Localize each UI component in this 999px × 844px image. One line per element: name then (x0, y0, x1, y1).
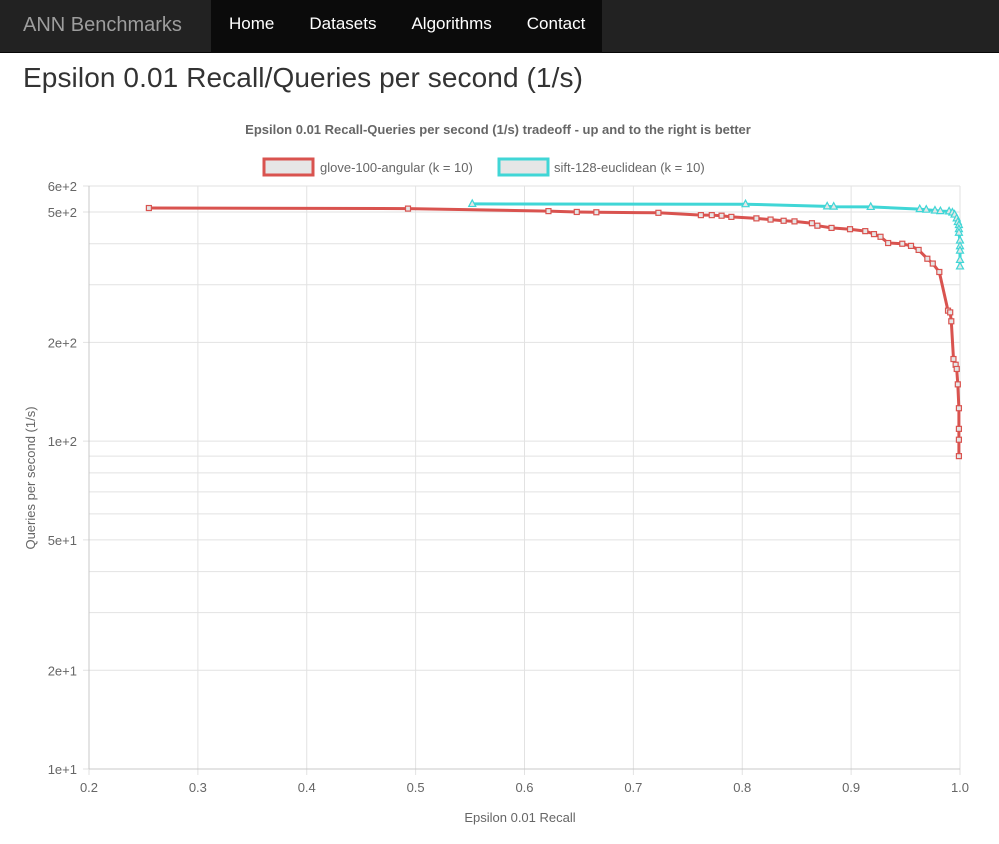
data-point (907, 242, 915, 249)
series-line (148, 206, 961, 457)
data-point (593, 209, 600, 216)
data-point (955, 405, 963, 412)
nav-item-contact[interactable]: Contact (526, 14, 586, 33)
y-tick-label: 1e+2 (48, 434, 77, 449)
chart-title: Epsilon 0.01 Recall-Queries per second (… (245, 122, 751, 137)
data-point (870, 231, 878, 238)
x-tick-label: 0.6 (515, 780, 533, 795)
data-point (829, 201, 839, 210)
legend-label-glove: glove-100-angular (k = 10) (320, 160, 473, 175)
data-point (930, 205, 940, 214)
data-point (866, 201, 876, 211)
data-point (921, 204, 931, 213)
data-point (573, 208, 580, 216)
data-point (947, 309, 954, 316)
series-layer (145, 198, 965, 460)
y-tick-label: 5e+2 (48, 205, 77, 220)
data-point (954, 227, 964, 236)
navbar: ANN Benchmarks Home Datasets Algorithms … (0, 0, 999, 53)
data-point (955, 261, 965, 270)
data-point (814, 222, 821, 229)
page-title: Epsilon 0.01 Recall/Queries per second (… (23, 62, 583, 94)
data-point (753, 215, 760, 222)
nav-item-home[interactable]: Home (229, 14, 275, 33)
data-point (955, 436, 963, 443)
data-point (955, 245, 965, 254)
y-tick-label: 5e+1 (48, 533, 77, 548)
y-tick-label: 6e+2 (48, 179, 77, 194)
series-1 (467, 198, 965, 270)
data-point (929, 260, 936, 267)
data-point (953, 365, 960, 373)
x-tick-label: 0.8 (733, 780, 751, 795)
data-point (791, 218, 798, 225)
y-tick-label: 2e+1 (48, 663, 77, 678)
data-point (948, 318, 955, 325)
legend-item-glove[interactable]: glove-100-angular (k = 10) (262, 157, 473, 177)
legend-swatch-sift (497, 157, 550, 177)
data-point (822, 201, 832, 210)
x-tick-label: 0.3 (189, 780, 207, 795)
series-0 (145, 204, 963, 460)
x-tick-label: 0.2 (80, 780, 98, 795)
nav-item-datasets[interactable]: Datasets (309, 14, 377, 33)
axes: 0.2 0.3 0.4 0.5 0.6 0.7 0.8 0.9 1.0 1e+1 2e+1 5e+1 1… (48, 179, 969, 795)
data-point (467, 198, 477, 208)
data-point (936, 268, 943, 276)
x-tick-label: 0.7 (624, 780, 642, 795)
data-point (950, 355, 957, 363)
data-point (954, 381, 961, 388)
data-point (780, 217, 787, 224)
y-tick-label: 2e+2 (48, 335, 77, 350)
x-tick-label: 0.9 (842, 780, 860, 795)
legend: glove-100-angular (k = 10) sift-128-eucl… (262, 157, 705, 177)
data-point (877, 233, 884, 240)
x-axis-label: Epsilon 0.01 Recall (464, 810, 575, 825)
data-point (545, 208, 552, 215)
data-point (955, 453, 963, 460)
data-point (728, 213, 735, 220)
data-point (935, 205, 945, 215)
nav-item-algorithms[interactable]: Algorithms (411, 14, 492, 33)
data-point (808, 220, 816, 227)
page-title-text: Epsilon 0.01 Recall/Queries per second (… (23, 62, 584, 93)
y-tick-label: 1e+1 (48, 762, 77, 777)
x-tick-label: 1.0 (951, 780, 969, 795)
x-tick-label: 0.5 (407, 780, 425, 795)
legend-swatch-glove (262, 157, 315, 177)
data-point (404, 205, 412, 212)
x-tick-label: 0.4 (298, 780, 316, 795)
nav-list: Home Datasets Algorithms Contact (211, 0, 603, 53)
grid (83, 185, 961, 775)
brand-link[interactable]: ANN Benchmarks (23, 14, 182, 36)
data-point (899, 240, 906, 247)
data-point (885, 239, 892, 247)
data-point (924, 255, 931, 262)
data-point (915, 203, 925, 213)
data-point (145, 204, 152, 212)
data-point (708, 212, 715, 219)
legend-label-sift: sift-128-euclidean (k = 10) (554, 160, 705, 175)
y-axis-label: Queries per second (1/s) (23, 406, 38, 549)
data-point (767, 216, 774, 223)
data-point (862, 228, 869, 235)
data-point (718, 212, 725, 219)
legend-item-sift[interactable]: sift-128-euclidean (k = 10) (497, 157, 705, 177)
data-point (741, 198, 751, 208)
data-point (655, 209, 662, 216)
data-point (697, 212, 704, 219)
data-point (846, 226, 854, 233)
data-point (828, 224, 835, 232)
data-point (915, 246, 922, 254)
data-point (955, 425, 963, 432)
